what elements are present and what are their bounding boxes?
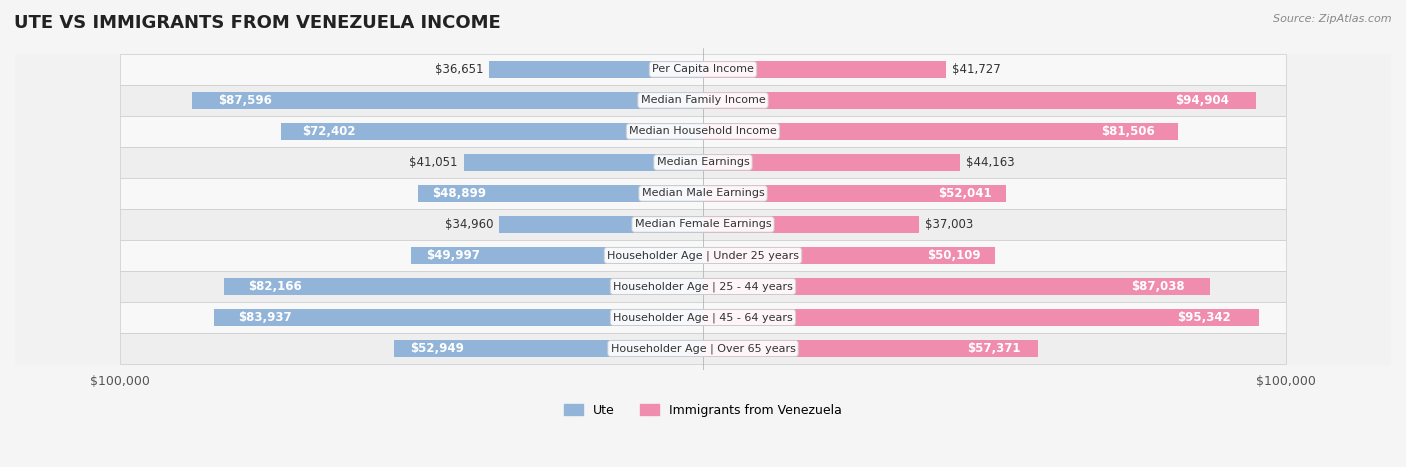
Text: Median Earnings: Median Earnings [657,157,749,168]
FancyBboxPatch shape [120,147,1286,178]
Bar [281,123,703,140]
Text: $52,949: $52,949 [409,342,464,355]
FancyBboxPatch shape [120,54,1286,85]
FancyBboxPatch shape [120,178,1286,209]
Bar [703,154,960,171]
Text: $95,342: $95,342 [1177,311,1232,324]
Bar [703,247,995,264]
Bar [412,247,703,264]
Bar [15,85,1391,116]
Bar [703,309,1258,326]
Text: Per Capita Income: Per Capita Income [652,64,754,74]
Text: Source: ZipAtlas.com: Source: ZipAtlas.com [1274,14,1392,24]
Text: $36,651: $36,651 [434,63,484,76]
Text: $94,904: $94,904 [1175,94,1229,107]
Bar [703,92,1257,109]
Text: $41,051: $41,051 [409,156,458,169]
Text: Median Household Income: Median Household Income [628,127,778,136]
FancyBboxPatch shape [120,85,1286,116]
Text: Median Male Earnings: Median Male Earnings [641,188,765,198]
Text: UTE VS IMMIGRANTS FROM VENEZUELA INCOME: UTE VS IMMIGRANTS FROM VENEZUELA INCOME [14,14,501,32]
Bar [394,340,703,357]
FancyBboxPatch shape [120,271,1286,302]
Bar [15,240,1391,271]
Text: Householder Age | Under 25 years: Householder Age | Under 25 years [607,250,799,261]
Text: Householder Age | 45 - 64 years: Householder Age | 45 - 64 years [613,312,793,323]
Text: $81,506: $81,506 [1101,125,1154,138]
FancyBboxPatch shape [120,116,1286,147]
Text: Householder Age | Over 65 years: Householder Age | Over 65 years [610,343,796,354]
Bar [703,123,1178,140]
Bar [193,92,703,109]
Text: $49,997: $49,997 [426,249,479,262]
Bar [489,61,703,78]
Bar [214,309,703,326]
Bar [15,116,1391,147]
Bar [15,271,1391,302]
Bar [15,178,1391,209]
Text: $83,937: $83,937 [238,311,291,324]
Bar [418,185,703,202]
Bar [499,216,703,233]
Text: Median Family Income: Median Family Income [641,95,765,106]
Legend: Ute, Immigrants from Venezuela: Ute, Immigrants from Venezuela [560,399,846,422]
Bar [703,185,1007,202]
Bar [464,154,703,171]
Text: $48,899: $48,899 [432,187,486,200]
Bar [15,302,1391,333]
Text: $82,166: $82,166 [247,280,302,293]
FancyBboxPatch shape [120,302,1286,333]
Bar [15,54,1391,85]
Bar [703,340,1038,357]
FancyBboxPatch shape [120,240,1286,271]
Bar [703,278,1211,295]
Text: $44,163: $44,163 [966,156,1015,169]
Bar [15,147,1391,178]
FancyBboxPatch shape [120,209,1286,240]
Text: $72,402: $72,402 [302,125,356,138]
Bar [224,278,703,295]
FancyBboxPatch shape [120,333,1286,364]
Bar [703,216,918,233]
Bar [15,333,1391,364]
Text: $52,041: $52,041 [938,187,991,200]
Text: $41,727: $41,727 [952,63,1001,76]
Text: $87,038: $87,038 [1132,280,1185,293]
Bar [15,209,1391,240]
Text: $50,109: $50,109 [927,249,980,262]
Bar [703,61,946,78]
Text: $34,960: $34,960 [444,218,494,231]
Text: $87,596: $87,596 [218,94,271,107]
Text: Median Female Earnings: Median Female Earnings [634,219,772,229]
Text: $57,371: $57,371 [967,342,1021,355]
Text: $37,003: $37,003 [925,218,973,231]
Text: Householder Age | 25 - 44 years: Householder Age | 25 - 44 years [613,281,793,292]
